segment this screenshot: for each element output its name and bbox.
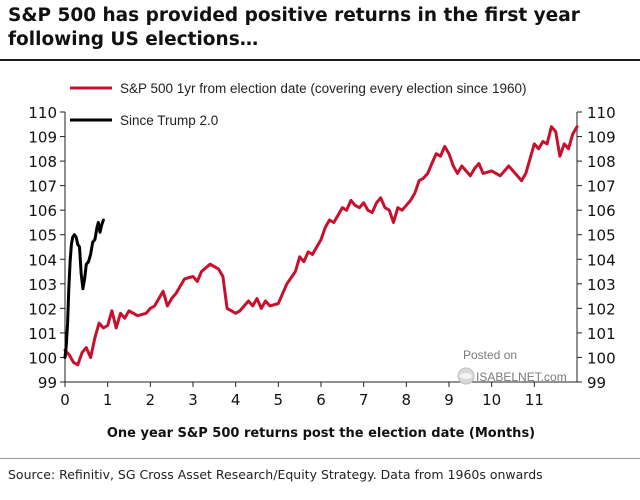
chart-title: S&P 500 has provided positive returns in… bbox=[8, 5, 580, 50]
y-tick-label-right: 106 bbox=[587, 202, 616, 220]
legend-label: Since Trump 2.0 bbox=[120, 113, 218, 128]
y-tick-label-left: 99 bbox=[38, 374, 57, 392]
source-divider bbox=[0, 458, 640, 459]
y-tick-label-right: 103 bbox=[587, 276, 616, 294]
left-y-tick-group: 99 100 101 102 103 104 105 106 107 108 109 110 bbox=[28, 104, 65, 392]
y-tick-label-right: 105 bbox=[587, 227, 616, 245]
y-tick-label-left: 110 bbox=[28, 104, 57, 122]
series-line-sp500-election-avg bbox=[63, 125, 579, 367]
series-line-since-trump bbox=[63, 218, 105, 359]
y-tick-label-left: 100 bbox=[28, 349, 57, 367]
y-tick-label-left: 104 bbox=[28, 251, 57, 269]
y-tick-label-right: 110 bbox=[587, 104, 616, 122]
y-tick-label-left: 102 bbox=[28, 300, 57, 318]
x-tick-label: 0 bbox=[60, 391, 70, 409]
y-tick-label-right: 101 bbox=[587, 325, 616, 343]
x-tick-label: 8 bbox=[402, 391, 412, 409]
y-tick-label-left: 107 bbox=[28, 178, 57, 196]
y-tick-label-right: 107 bbox=[587, 178, 616, 196]
y-tick-label-right: 109 bbox=[587, 129, 616, 147]
x-tick-label: 3 bbox=[188, 391, 198, 409]
legend-label: S&P 500 1yr from election date (covering… bbox=[120, 81, 526, 96]
x-tick-group: 0 1 2 3 4 5 6 7 8 9 10 11 bbox=[60, 382, 544, 409]
y-tick-label-right: 100 bbox=[587, 349, 616, 367]
y-tick-label-left: 103 bbox=[28, 276, 57, 294]
x-axis-label: One year S&P 500 returns post the electi… bbox=[107, 426, 535, 441]
y-tick-label-left: 106 bbox=[28, 202, 57, 220]
x-tick-label: 10 bbox=[482, 391, 501, 409]
x-tick-label: 2 bbox=[146, 391, 156, 409]
watermark-site: ISABELNET.com bbox=[476, 370, 567, 384]
y-tick-label-left: 109 bbox=[28, 129, 57, 147]
source-note: Source: Refinitiv, SG Cross Asset Resear… bbox=[8, 467, 543, 482]
y-tick-label-right: 99 bbox=[587, 374, 606, 392]
x-tick-label: 5 bbox=[274, 391, 284, 409]
y-tick-label-right: 102 bbox=[587, 300, 616, 318]
right-y-tick-group: 99 100 101 102 103 104 105 106 107 108 109 110 bbox=[577, 104, 616, 392]
series-group bbox=[63, 125, 579, 367]
x-tick-label: 9 bbox=[444, 391, 454, 409]
watermark: Posted on ISABELNET.com bbox=[457, 348, 567, 385]
plot-area bbox=[65, 112, 577, 382]
x-tick-label: 4 bbox=[231, 391, 241, 409]
x-tick-label: 11 bbox=[525, 391, 544, 409]
legend: S&P 500 1yr from election date (covering… bbox=[70, 81, 526, 128]
x-tick-label: 7 bbox=[359, 391, 369, 409]
y-tick-label-right: 104 bbox=[587, 251, 616, 269]
title-divider bbox=[0, 59, 640, 61]
y-tick-label-right: 108 bbox=[587, 153, 616, 171]
x-tick-label: 1 bbox=[103, 391, 113, 409]
watermark-posted-on: Posted on bbox=[463, 348, 517, 362]
y-tick-label-left: 105 bbox=[28, 227, 57, 245]
y-tick-label-left: 101 bbox=[28, 325, 57, 343]
x-tick-label: 6 bbox=[316, 391, 326, 409]
globe-highlight bbox=[459, 373, 473, 379]
y-tick-label-left: 108 bbox=[28, 153, 57, 171]
